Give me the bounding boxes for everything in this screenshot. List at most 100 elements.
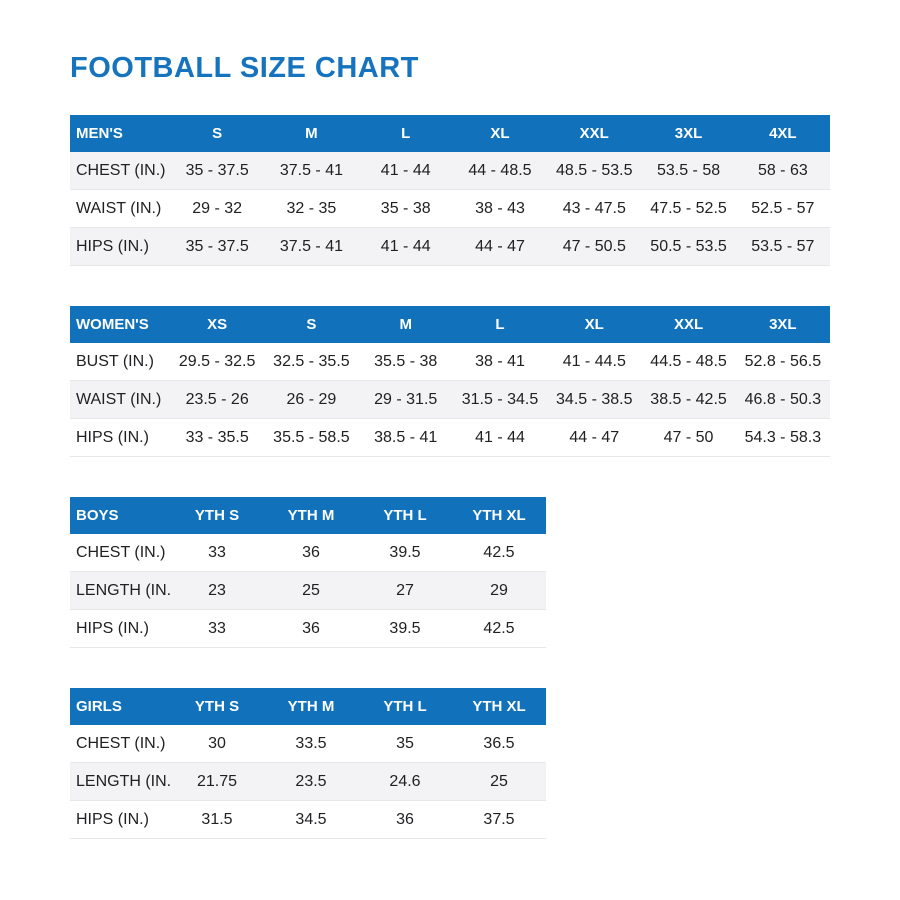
size-value-cell: 37.5 - 41 [264, 227, 359, 266]
size-value-cell: 58 - 63 [735, 152, 830, 190]
size-value-cell: 42.5 [452, 534, 546, 572]
size-column-header: YTH S [170, 688, 264, 725]
table-row: HIPS (IN.) 35 - 37.5 37.5 - 41 41 - 44 44 - … [70, 227, 830, 266]
size-column-header: YTH M [264, 688, 358, 725]
table-row: BUST (IN.) 29.5 - 32.5 32.5 - 35.5 35.5 - 3… [70, 343, 830, 381]
size-value-cell: 37.5 [452, 800, 546, 839]
size-value-cell: 35.5 - 58.5 [264, 418, 359, 457]
row-label: BUST (IN.) [70, 343, 170, 381]
size-value-cell: 42.5 [452, 609, 546, 648]
boys-size-table: BOYS YTH S YTH M YTH L YTH XL CHEST (IN.) 33 36… [70, 497, 546, 648]
table-row: CHEST (IN.) 30 33.5 35 36.5 [70, 725, 546, 763]
size-value-cell: 25 [264, 571, 358, 610]
mens-header-row: MEN'S S M L XL XXL 3XL 4XL [70, 115, 830, 152]
size-value-cell: 33.5 [264, 725, 358, 763]
size-value-cell: 39.5 [358, 609, 452, 648]
row-label: LENGTH (IN.) [70, 571, 170, 610]
size-column-header: XS [170, 306, 265, 343]
size-value-cell: 38 - 41 [452, 343, 548, 381]
size-column-header: 3XL [641, 115, 736, 152]
row-label: HIPS (IN.) [70, 609, 170, 648]
table-row: LENGTH (IN.) 23 25 27 29 [70, 571, 546, 610]
size-value-cell: 29 [452, 571, 546, 610]
girls-table-title-cell: GIRLS [70, 688, 170, 725]
size-value-cell: 31.5 [170, 800, 264, 839]
size-value-cell: 47.5 - 52.5 [641, 189, 736, 228]
size-column-header: XL [547, 306, 642, 343]
size-value-cell: 35.5 - 38 [358, 343, 453, 381]
size-value-cell: 41 - 44 [358, 227, 453, 266]
page-title: FOOTBALL SIZE CHART [70, 52, 419, 84]
row-label: HIPS (IN.) [70, 418, 170, 457]
size-value-cell: 47 - 50.5 [547, 227, 642, 266]
size-value-cell: 53.5 - 58 [641, 152, 736, 190]
size-value-cell: 37.5 - 41 [264, 152, 359, 190]
row-label: CHEST (IN.) [70, 152, 170, 190]
row-label: CHEST (IN.) [70, 725, 170, 763]
size-column-header: L [358, 115, 453, 152]
size-tables-container: MEN'S S M L XL XXL 3XL 4XL CHEST (IN.) 35 - 37.5 3… [70, 115, 900, 839]
size-value-cell: 46.8 - 50.3 [735, 380, 830, 419]
size-value-cell: 43 - 47.5 [547, 189, 642, 228]
row-label: CHEST (IN.) [70, 534, 170, 572]
table-row: WAIST (IN.) 23.5 - 26 26 - 29 29 - 31.5 31.5… [70, 380, 830, 419]
table-row: HIPS (IN.) 33 - 35.5 35.5 - 58.5 38.5 - 41 4… [70, 418, 830, 457]
size-value-cell: 34.5 [264, 800, 358, 839]
size-column-header: YTH XL [452, 497, 546, 534]
size-value-cell: 32.5 - 35.5 [264, 343, 359, 381]
size-column-header: L [452, 306, 548, 343]
row-label: WAIST (IN.) [70, 380, 170, 419]
size-value-cell: 38.5 - 42.5 [641, 380, 736, 419]
size-value-cell: 35 - 38 [358, 189, 453, 228]
mens-size-table: MEN'S S M L XL XXL 3XL 4XL CHEST (IN.) 35 - 37.5 3… [70, 115, 830, 266]
table-row: CHEST (IN.) 35 - 37.5 37.5 - 41 41 - 44 44 -… [70, 152, 830, 190]
womens-size-table: WOMEN'S XS S M L XL XXL 3XL BUST (IN.) 29.5 - 32.… [70, 306, 830, 457]
size-value-cell: 41 - 44.5 [547, 343, 642, 381]
size-column-header: YTH L [358, 497, 452, 534]
size-column-header: 3XL [735, 306, 830, 343]
boys-table-title-cell: BOYS [70, 497, 170, 534]
girls-header-row: GIRLS YTH S YTH M YTH L YTH XL [70, 688, 546, 725]
table-row: CHEST (IN.) 33 36 39.5 42.5 [70, 534, 546, 572]
size-value-cell: 35 [358, 725, 452, 763]
size-value-cell: 23.5 [264, 762, 358, 801]
girls-size-table: GIRLS YTH S YTH M YTH L YTH XL CHEST (IN.) 30 3… [70, 688, 546, 839]
size-value-cell: 23.5 - 26 [170, 380, 265, 419]
size-value-cell: 32 - 35 [264, 189, 359, 228]
size-value-cell: 44 - 47 [547, 418, 642, 457]
row-label: HIPS (IN.) [70, 227, 170, 266]
size-value-cell: 24.6 [358, 762, 452, 801]
row-label: LENGTH (IN.) [70, 762, 170, 801]
size-column-header: YTH M [264, 497, 358, 534]
size-column-header: YTH S [170, 497, 264, 534]
row-label: WAIST (IN.) [70, 189, 170, 228]
size-column-header: YTH L [358, 688, 452, 725]
size-value-cell: 35 - 37.5 [170, 152, 265, 190]
size-column-header: YTH XL [452, 688, 546, 725]
size-column-header: S [264, 306, 359, 343]
size-column-header: 4XL [735, 115, 830, 152]
size-value-cell: 38.5 - 41 [358, 418, 453, 457]
size-value-cell: 23 [170, 571, 264, 610]
size-value-cell: 48.5 - 53.5 [547, 152, 642, 190]
size-value-cell: 29 - 31.5 [358, 380, 453, 419]
size-column-header: M [358, 306, 453, 343]
table-row: HIPS (IN.) 33 36 39.5 42.5 [70, 609, 546, 648]
size-value-cell: 44 - 47 [452, 227, 548, 266]
size-value-cell: 41 - 44 [452, 418, 548, 457]
size-column-header: M [264, 115, 359, 152]
size-value-cell: 41 - 44 [358, 152, 453, 190]
size-value-cell: 36 [264, 609, 358, 648]
size-value-cell: 47 - 50 [641, 418, 736, 457]
size-value-cell: 39.5 [358, 534, 452, 572]
size-value-cell: 44 - 48.5 [452, 152, 548, 190]
size-value-cell: 27 [358, 571, 452, 610]
size-value-cell: 25 [452, 762, 546, 801]
size-value-cell: 44.5 - 48.5 [641, 343, 736, 381]
size-column-header: XXL [547, 115, 642, 152]
size-value-cell: 33 [170, 534, 264, 572]
size-column-header: XL [452, 115, 548, 152]
size-value-cell: 31.5 - 34.5 [452, 380, 548, 419]
size-value-cell: 29 - 32 [170, 189, 265, 228]
